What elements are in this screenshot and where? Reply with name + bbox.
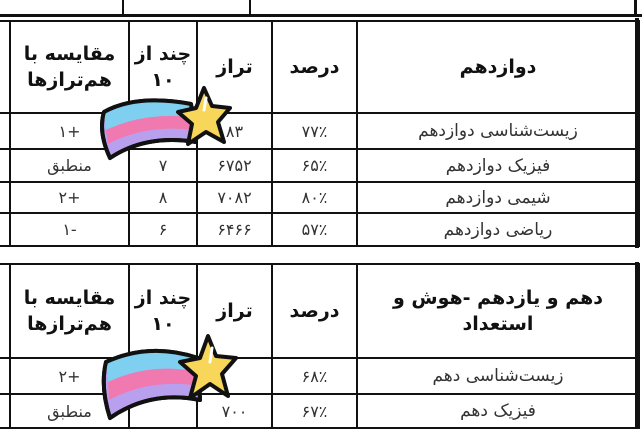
edge-cell — [0, 112, 11, 150]
subject-cell: ریاضی دوازدهم — [356, 212, 640, 247]
shooting-star-icon — [100, 86, 232, 160]
table-row: شیمی دوازدهم ۸۰٪ ۷۰۸۲ ۸ +۲ — [0, 181, 640, 214]
header-percent: درصد — [271, 20, 358, 114]
header-row: دوازدهم درصد تراز چند از ۱۰ مقایسه با هم… — [0, 20, 640, 114]
header-score: چند از ۱۰ — [128, 20, 198, 114]
percent-cell: ۵۷٪ — [271, 212, 358, 247]
header-percent: درصد — [271, 263, 358, 359]
comparison-cell: منطبق — [9, 148, 130, 183]
subject-cell: زیست‌شناسی دوازدهم — [356, 112, 640, 150]
score-cell: ۸ — [128, 181, 198, 214]
grade-12-table: دوازدهم درصد تراز چند از ۱۰ مقایسه با هم… — [0, 20, 640, 247]
percent-cell: ۶۷٪ — [271, 393, 358, 429]
edge-cell — [0, 20, 11, 114]
border — [635, 262, 639, 427]
edge-cell — [0, 148, 11, 183]
header-comparison: مقایسه با هم‌ترازها — [9, 20, 130, 114]
header-taraz: تراز — [196, 263, 273, 359]
header-taraz: تراز — [196, 20, 273, 114]
score-cell: ۷ — [128, 148, 198, 183]
taraz-cell: ۷۰۸۲ — [196, 181, 273, 214]
comparison-cell: -۱ — [9, 212, 130, 247]
divider — [634, 0, 637, 17]
header-score: چند از ۱۰ — [128, 263, 198, 359]
table-row: فیزیک دوازدهم ۶۵٪ ۶۷۵۲ ۷ منطبق — [0, 148, 640, 183]
edge-cell — [0, 212, 11, 247]
star-shape — [178, 334, 238, 400]
header-comparison: مقایسه با هم‌ترازها — [9, 263, 130, 359]
edge-cell — [0, 263, 11, 359]
table-row: زیست‌شناسی دهم ۶۸٪ +۲ — [0, 357, 640, 395]
taraz-cell: ۷۰۰ — [196, 393, 273, 429]
percent-cell: ۷۷٪ — [271, 112, 358, 150]
table-row: فیزیک دهم ۶۷٪ ۷۰۰ منطبق — [0, 393, 640, 429]
table-row: ریاضی دوازدهم ۵۷٪ ۶۴۶۶ ۶ -۱ — [0, 212, 640, 247]
grade-10-11-table: دهم و یازدهم -هوش و استعداد درصد تراز چن… — [0, 263, 640, 429]
percent-cell: ۸۰٪ — [271, 181, 358, 214]
comparison-cell: +۲ — [9, 181, 130, 214]
subject-cell: زیست‌شناسی دهم — [356, 357, 640, 395]
header-row: دهم و یازدهم -هوش و استعداد درصد تراز چن… — [0, 263, 640, 359]
percent-cell: ۶۸٪ — [271, 357, 358, 395]
table-title: دهم و یازدهم -هوش و استعداد — [356, 263, 640, 359]
previous-table-strip — [0, 0, 642, 17]
shooting-star-trail — [100, 98, 198, 160]
percent-cell: ۶۵٪ — [271, 148, 358, 183]
edge-cell — [0, 181, 11, 214]
subject-cell: فیزیک دوازدهم — [356, 148, 640, 183]
edge-cell — [0, 393, 11, 429]
shooting-star-trail — [101, 348, 202, 420]
divider — [122, 0, 124, 17]
subject-cell: فیزیک دهم — [356, 393, 640, 429]
taraz-cell: ۶۷۵۲ — [196, 148, 273, 183]
table-title: دوازدهم — [356, 20, 640, 114]
divider — [249, 0, 251, 17]
subject-cell: شیمی دوازدهم — [356, 181, 640, 214]
shooting-star-icon — [101, 334, 238, 420]
score-cell: ۶ — [128, 212, 198, 247]
taraz-cell: ۶۴۶۶ — [196, 212, 273, 247]
border — [635, 18, 639, 248]
edge-cell — [0, 357, 11, 395]
star-shape — [176, 86, 232, 146]
